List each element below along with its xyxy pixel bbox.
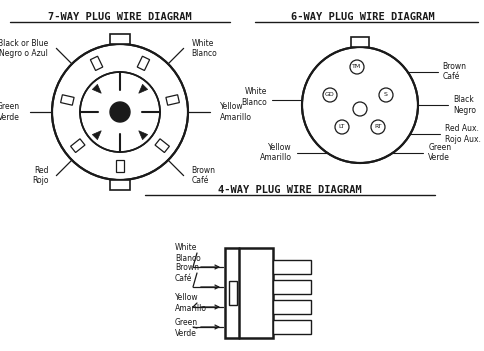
Circle shape bbox=[334, 120, 348, 134]
Polygon shape bbox=[155, 139, 169, 153]
Text: GD: GD bbox=[324, 93, 334, 98]
Text: RT: RT bbox=[374, 125, 381, 130]
Circle shape bbox=[52, 44, 188, 180]
Text: Black
Negro: Black Negro bbox=[452, 95, 475, 115]
Text: LT: LT bbox=[338, 125, 345, 130]
Text: Red Aux.
Rojo Aux.: Red Aux. Rojo Aux. bbox=[444, 124, 480, 144]
Bar bbox=[225, 248, 272, 338]
Polygon shape bbox=[90, 56, 103, 71]
Text: Red
Rojo: Red Rojo bbox=[32, 166, 48, 185]
Text: TM: TM bbox=[352, 65, 361, 69]
Circle shape bbox=[110, 102, 130, 122]
Text: Yellow
Amarillo: Yellow Amarillo bbox=[175, 293, 207, 313]
Polygon shape bbox=[166, 95, 179, 105]
Polygon shape bbox=[92, 84, 101, 93]
Polygon shape bbox=[92, 131, 101, 140]
Bar bbox=[272, 280, 310, 294]
Bar bbox=[228, 281, 237, 305]
Polygon shape bbox=[137, 56, 150, 71]
Bar bbox=[272, 260, 310, 274]
Text: Yellow
Amarillo: Yellow Amarillo bbox=[220, 102, 252, 122]
Text: 7-WAY PLUG WIRE DIAGRAM: 7-WAY PLUG WIRE DIAGRAM bbox=[48, 12, 192, 22]
Text: Yellow
Amarillo: Yellow Amarillo bbox=[259, 143, 291, 162]
Circle shape bbox=[349, 60, 363, 74]
Text: Brown
Café: Brown Café bbox=[191, 166, 215, 185]
Bar bbox=[272, 320, 310, 334]
Bar bbox=[272, 300, 310, 314]
Text: Brown
Café: Brown Café bbox=[441, 62, 466, 81]
Circle shape bbox=[378, 88, 392, 102]
Circle shape bbox=[370, 120, 384, 134]
Text: Brown
Café: Brown Café bbox=[175, 263, 198, 283]
Bar bbox=[110, 180, 130, 190]
Polygon shape bbox=[71, 139, 85, 153]
Circle shape bbox=[302, 47, 417, 163]
Text: White
Blanco: White Blanco bbox=[191, 39, 217, 58]
Text: S: S bbox=[383, 93, 387, 98]
Text: Green
Verde: Green Verde bbox=[427, 143, 451, 162]
Text: Green
Verde: Green Verde bbox=[0, 102, 20, 122]
Circle shape bbox=[80, 72, 160, 152]
Text: White
Blanco: White Blanco bbox=[175, 243, 200, 263]
Text: White
Blanco: White Blanco bbox=[241, 87, 267, 107]
Text: Green
Verde: Green Verde bbox=[175, 318, 198, 338]
Polygon shape bbox=[116, 160, 124, 172]
Text: Black or Blue
Negro o Azul: Black or Blue Negro o Azul bbox=[0, 39, 48, 58]
Bar bbox=[350, 37, 368, 47]
Bar bbox=[110, 34, 130, 44]
Polygon shape bbox=[138, 84, 147, 93]
Circle shape bbox=[322, 88, 336, 102]
Polygon shape bbox=[60, 95, 74, 105]
Polygon shape bbox=[138, 131, 147, 140]
Circle shape bbox=[352, 102, 366, 116]
Text: 6-WAY PLUG WIRE DIAGRAM: 6-WAY PLUG WIRE DIAGRAM bbox=[290, 12, 434, 22]
Text: 4-WAY PLUG WIRE DIAGRAM: 4-WAY PLUG WIRE DIAGRAM bbox=[218, 185, 361, 195]
